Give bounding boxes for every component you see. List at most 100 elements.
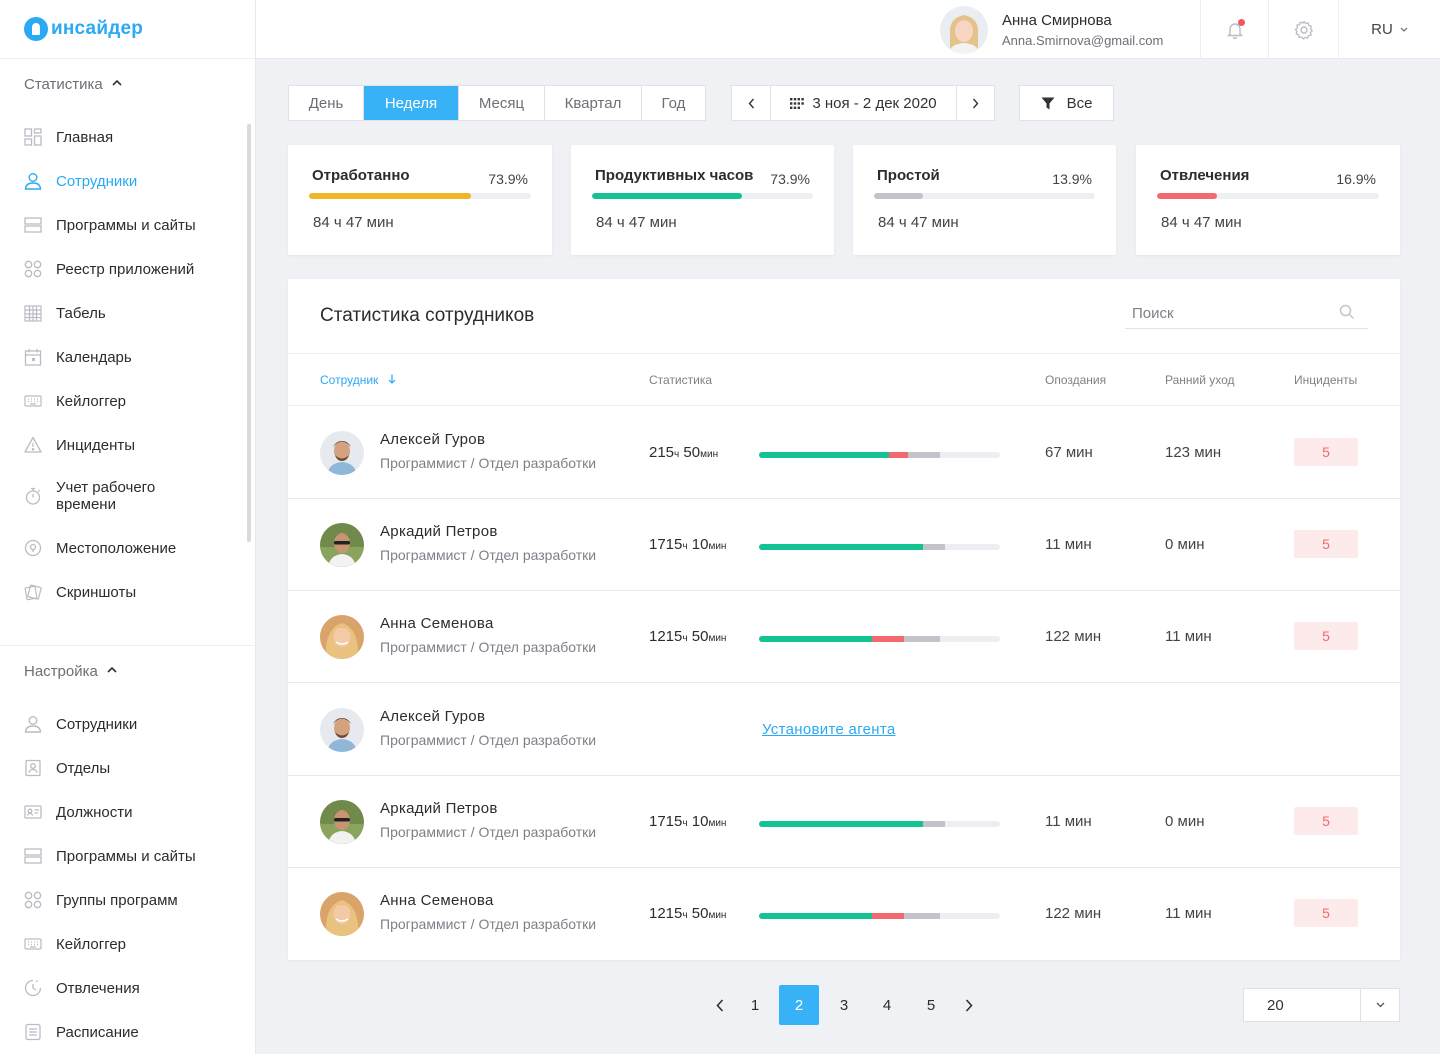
next-period-button[interactable] — [956, 85, 995, 121]
period-tab-2[interactable]: Неделя — [364, 86, 459, 120]
settings-button[interactable] — [1268, 0, 1338, 59]
sidebar-settings-item-2[interactable]: Отделы — [24, 756, 110, 780]
col-early[interactable]: Ранний уход — [1165, 373, 1235, 387]
early-leave-value: 11 мин — [1165, 628, 1212, 645]
search-icon[interactable] — [1339, 304, 1355, 320]
page-button-4[interactable]: 4 — [882, 996, 892, 1014]
page-button-5[interactable]: 5 — [926, 996, 936, 1014]
prev-period-button[interactable] — [731, 85, 771, 121]
card-percent: 16.9% — [1336, 171, 1376, 187]
incidents-badge[interactable]: 5 — [1294, 622, 1358, 650]
sidebar-stats-item-5[interactable]: Табель — [24, 301, 106, 325]
timesheet-icon — [24, 304, 42, 322]
date-range-picker[interactable]: 3 ноя - 2 дек 2020 — [770, 85, 957, 121]
top-bar: Анна Смирнова Anna.Smirnova@gmail.com RU — [256, 0, 1440, 59]
incidents-badge[interactable]: 5 — [1294, 530, 1358, 558]
stats-section-toggle[interactable]: Статистика — [0, 76, 122, 93]
table-row[interactable]: Алексей Гуров Программист / Отдел разраб… — [288, 683, 1400, 776]
period-tab-5[interactable]: Год — [661, 94, 686, 112]
logo-text: инсайдер — [51, 18, 144, 39]
incidents-badge[interactable]: 5 — [1294, 807, 1358, 835]
table-row[interactable]: Анна Семенова Программист / Отдел разраб… — [288, 868, 1400, 960]
sidebar-settings-item-6[interactable]: Кейлоггер — [24, 932, 126, 956]
logo[interactable]: инсайдер — [0, 0, 255, 59]
chevron-down-icon — [1376, 1002, 1385, 1008]
sidebar-settings-item-8[interactable]: Расписание — [24, 1020, 139, 1044]
language-selector[interactable]: RU — [1338, 0, 1440, 59]
filter-button[interactable]: Все — [1019, 85, 1114, 121]
prev-page-button[interactable] — [700, 985, 740, 1025]
sidebar-stats-item-10[interactable]: Местоположение — [24, 536, 176, 560]
app-registry-icon — [24, 260, 42, 278]
late-value: 11 мин — [1045, 536, 1092, 553]
sidebar-stats-item-label: Сотрудники — [56, 172, 138, 190]
table-row[interactable]: Анна Семенова Программист / Отдел разраб… — [288, 591, 1400, 683]
sidebar-settings-item-7[interactable]: Отвлечения — [24, 976, 140, 1000]
card-progress-fill — [592, 193, 743, 199]
incidents-badge[interactable]: 5 — [1294, 437, 1358, 466]
col-late[interactable]: Опоздания — [1045, 373, 1107, 387]
sidebar-stats-item-8[interactable]: Инциденты — [24, 433, 135, 457]
incidents-badge[interactable]: 5 — [1294, 899, 1358, 927]
employee-name[interactable]: Аркадий Петров — [380, 800, 498, 817]
settings-section-toggle[interactable]: Настройка — [0, 663, 117, 680]
table-row[interactable]: Аркадий Петров Программист / Отдел разра… — [288, 776, 1400, 868]
stats-section-label: Статистика — [24, 76, 103, 93]
sidebar-stats-item-label: Скриншоты — [56, 583, 137, 601]
chevron-right-icon — [965, 998, 973, 1012]
notifications-button[interactable] — [1200, 0, 1268, 59]
sidebar-stats-item-11[interactable]: Скриншоты — [24, 580, 136, 604]
employee-name[interactable]: Аркадий Петров — [380, 523, 498, 540]
employee-name[interactable]: Алексей Гуров — [380, 430, 486, 448]
sort-by-employee[interactable]: Сотрудник — [320, 373, 396, 387]
table-row[interactable]: Аркадий Петров Программист / Отдел разра… — [288, 499, 1400, 591]
install-agent-link[interactable]: Установите агента — [762, 720, 896, 738]
period-tab-4[interactable]: Квартал — [545, 86, 642, 120]
page-button-3[interactable]: 3 — [839, 996, 849, 1014]
sidebar-settings-item-3[interactable]: Должности — [24, 800, 133, 824]
worked-hours: 1215 — [649, 905, 683, 922]
period-tab-1[interactable]: День — [289, 86, 364, 120]
calendar-icon — [24, 348, 42, 366]
col-incidents[interactable]: Инциденты — [1294, 373, 1358, 387]
card-title: Простой — [877, 167, 940, 184]
table-row[interactable]: Алексей Гуров Программист / Отдел разраб… — [288, 406, 1400, 499]
sidebar-settings-item-label: Кейлоггер — [56, 935, 127, 953]
activity-bar — [759, 544, 1000, 550]
sidebar-settings-item-4[interactable]: Программы и сайты — [24, 844, 196, 868]
search-input[interactable] — [1125, 299, 1368, 329]
sidebar-stats-item-3[interactable]: Программы и сайты — [24, 213, 196, 237]
page-button-1[interactable]: 1 — [750, 996, 760, 1014]
sidebar-stats-item-2[interactable]: Сотрудники — [24, 169, 137, 193]
sidebar-settings-item-1[interactable]: Сотрудники — [24, 712, 137, 736]
sidebar-stats-item-label: Программы и сайты — [56, 216, 196, 234]
warning-icon — [24, 436, 42, 454]
bell-icon — [1226, 22, 1243, 39]
sidebar-stats-item-1[interactable]: Главная — [24, 125, 113, 149]
card-percent: 13.9% — [1052, 171, 1092, 187]
per-page-select[interactable]: 20 — [1243, 988, 1400, 1022]
sidebar-scrollbar[interactable] — [247, 124, 251, 542]
sidebar-settings-item-5[interactable]: Группы программ — [24, 888, 178, 912]
worked-hours: 1215 — [649, 628, 683, 645]
employee-name[interactable]: Алексей Гуров — [380, 707, 486, 725]
card-percent: 73.9% — [770, 171, 810, 187]
employee-name[interactable]: Анна Семенова — [380, 892, 494, 909]
sidebar-stats-item-9[interactable]: Учет рабочего времени — [24, 479, 176, 513]
avatar — [320, 615, 364, 659]
stopwatch-icon — [24, 487, 42, 505]
employee-name[interactable]: Анна Семенова — [380, 615, 494, 632]
sidebar-stats-item-6[interactable]: Календарь — [24, 345, 132, 369]
chevron-right-icon — [972, 98, 979, 108]
worked-time: 215ч 50мин — [649, 444, 718, 461]
early-leave-value: 0 мин — [1165, 536, 1205, 553]
page-button-2[interactable]: 2 — [779, 985, 819, 1025]
col-stats[interactable]: Статистика — [649, 373, 713, 387]
sidebar-stats-item-4[interactable]: Реестр приложений — [24, 257, 194, 281]
worked-hours: 1715 — [649, 813, 683, 830]
user-profile[interactable]: Анна Смирнова Anna.Smirnova@gmail.com — [940, 0, 1163, 59]
sidebar-stats-item-7[interactable]: Кейлоггер — [24, 389, 126, 413]
next-page-button[interactable] — [949, 985, 989, 1025]
period-tab-3[interactable]: Месяц — [459, 86, 545, 120]
sidebar-settings-item-label: Отделы — [56, 759, 111, 777]
